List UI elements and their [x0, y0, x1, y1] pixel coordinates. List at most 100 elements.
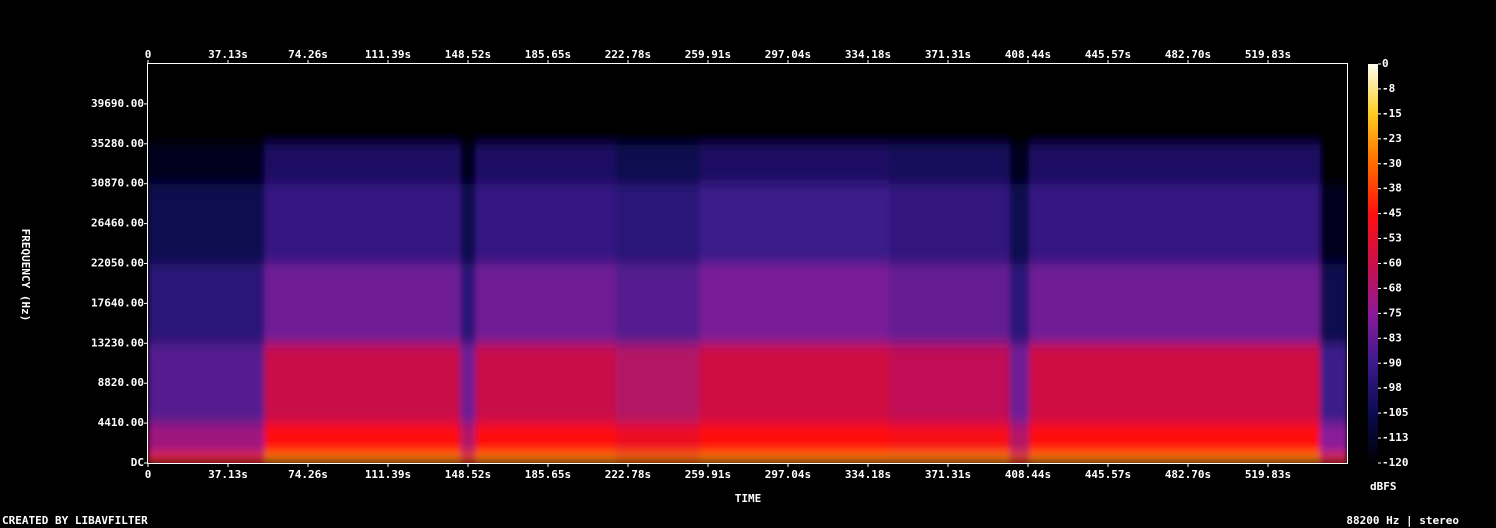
x-tick-label-top: 222.78s [605, 48, 651, 61]
colorbar-tick-label: -15 [1382, 107, 1402, 120]
colorbar-tick-label: -105 [1382, 406, 1409, 419]
y-tick-label: 39690.00 [91, 97, 144, 110]
spectrogram-cell [889, 64, 1011, 145]
spectrogram-cell [889, 143, 1011, 185]
spectrogram-cell [460, 263, 476, 344]
spectrogram-cell [148, 263, 265, 344]
colorbar [1368, 64, 1378, 464]
x-tick-label-top: 297.04s [765, 48, 811, 61]
colorbar-tick-label: -45 [1382, 207, 1402, 220]
spectrogram-cell [1009, 143, 1030, 185]
spectrogram-cell [1029, 64, 1321, 145]
colorbar-tick-label: -83 [1382, 331, 1402, 344]
colorbar-tick-label: -38 [1382, 182, 1402, 195]
spectrogram-cell [1009, 343, 1030, 424]
spectrogram-cell [148, 64, 265, 145]
spectrogram-cell [148, 143, 265, 185]
spectrogram-cell [1320, 343, 1347, 424]
spectrogram-cell [148, 343, 265, 424]
spectrogram-cell [148, 183, 265, 264]
y-tick-label: 35280.00 [91, 137, 144, 150]
spectrogram-cell [475, 183, 617, 264]
spectrogram-cell [889, 183, 1011, 264]
spectrogram-cell [475, 453, 617, 463]
spectrogram-cell [699, 64, 890, 145]
spectrogram-cell [889, 423, 1011, 455]
x-tick-label-top: 37.13s [208, 48, 248, 61]
spectrogram-cell [460, 423, 476, 455]
spectrogram-cell [615, 423, 701, 455]
x-tick-label-top: 74.26s [288, 48, 328, 61]
spectrogram-cell [475, 423, 617, 455]
spectrogram-cell [1029, 343, 1321, 424]
spectrogram-cell [460, 453, 476, 463]
spectrogram-cell [264, 343, 461, 424]
x-tick-label-top: 334.18s [845, 48, 891, 61]
spectrogram-cell [460, 343, 476, 424]
spectrogram-cell [1009, 423, 1030, 455]
spectrogram-cell [460, 143, 476, 185]
x-tick-label-top: 371.31s [925, 48, 971, 61]
spectrogram-cell [264, 64, 461, 145]
x-tick-label: 408.44s [1005, 468, 1051, 481]
spectrogram-cell [1009, 183, 1030, 264]
y-tick-label: 8820.00 [98, 376, 144, 389]
y-tick-label: 13230.00 [91, 336, 144, 349]
spectrogram-cell [1029, 183, 1321, 264]
x-tick-label: 74.26s [288, 468, 328, 481]
spectrogram-cell [1029, 143, 1321, 185]
x-tick-label: 37.13s [208, 468, 248, 481]
x-tick-label-top: 408.44s [1005, 48, 1051, 61]
spectrogram-cell [1009, 453, 1030, 463]
x-tick-label: 519.83s [1245, 468, 1291, 481]
x-tick-label-top: 148.52s [445, 48, 491, 61]
spectrogram-cell [889, 263, 1011, 344]
spectrogram-cell [1320, 183, 1347, 264]
spectrogram-cell [615, 183, 701, 264]
spectrogram-cell [1009, 64, 1030, 145]
spectrogram-cell [264, 143, 461, 185]
spectrogram-cell [148, 453, 265, 463]
colorbar-tick-label: -98 [1382, 381, 1402, 394]
spectrogram-cell [1320, 263, 1347, 344]
colorbar-tick-label: -8 [1382, 82, 1395, 95]
x-tick-label: 0 [145, 468, 152, 481]
spectrogram-cell [615, 453, 701, 463]
y-tick-label: DC [131, 456, 144, 469]
spectrogram-cell [475, 143, 617, 185]
spectrogram-cell [1029, 263, 1321, 344]
x-tick-label-top: 111.39s [365, 48, 411, 61]
spectrogram-cell [889, 453, 1011, 463]
spectrogram-cell [264, 263, 461, 344]
x-tick-label-top: 0 [145, 48, 152, 61]
x-tick-label: 111.39s [365, 468, 411, 481]
spectrogram-cell [1009, 263, 1030, 344]
spectrogram-cell [699, 453, 890, 463]
spectrogram-cell [1320, 64, 1347, 145]
spectrogram-cells [148, 64, 1347, 463]
spectrogram [148, 64, 1347, 463]
spectrogram-cell [1320, 453, 1347, 463]
colorbar-tick-label: -120 [1382, 456, 1409, 469]
colorbar-tick-label: -113 [1382, 431, 1409, 444]
spectrogram-cell [1320, 423, 1347, 455]
x-tick-label: 148.52s [445, 468, 491, 481]
colorbar-label: dBFS [1370, 480, 1397, 493]
spectrogram-cell [475, 263, 617, 344]
spectrogram-cell [1029, 423, 1321, 455]
colorbar-tick-label: 0 [1382, 57, 1389, 70]
x-axis-label: TIME [735, 492, 762, 505]
spectrogram-cell [699, 423, 890, 455]
spectrogram-cell [148, 423, 265, 455]
x-tick-label-top: 482.70s [1165, 48, 1211, 61]
x-tick-label: 445.57s [1085, 468, 1131, 481]
footer-right: 88200 Hz | stereo [1346, 514, 1459, 527]
spectrogram-cell [699, 343, 890, 424]
spectrogram-cell [889, 343, 1011, 424]
x-tick-label-top: 185.65s [525, 48, 571, 61]
colorbar-tick-label: -53 [1382, 232, 1402, 245]
spectrogram-cell [615, 343, 701, 424]
x-tick-label: 222.78s [605, 468, 651, 481]
